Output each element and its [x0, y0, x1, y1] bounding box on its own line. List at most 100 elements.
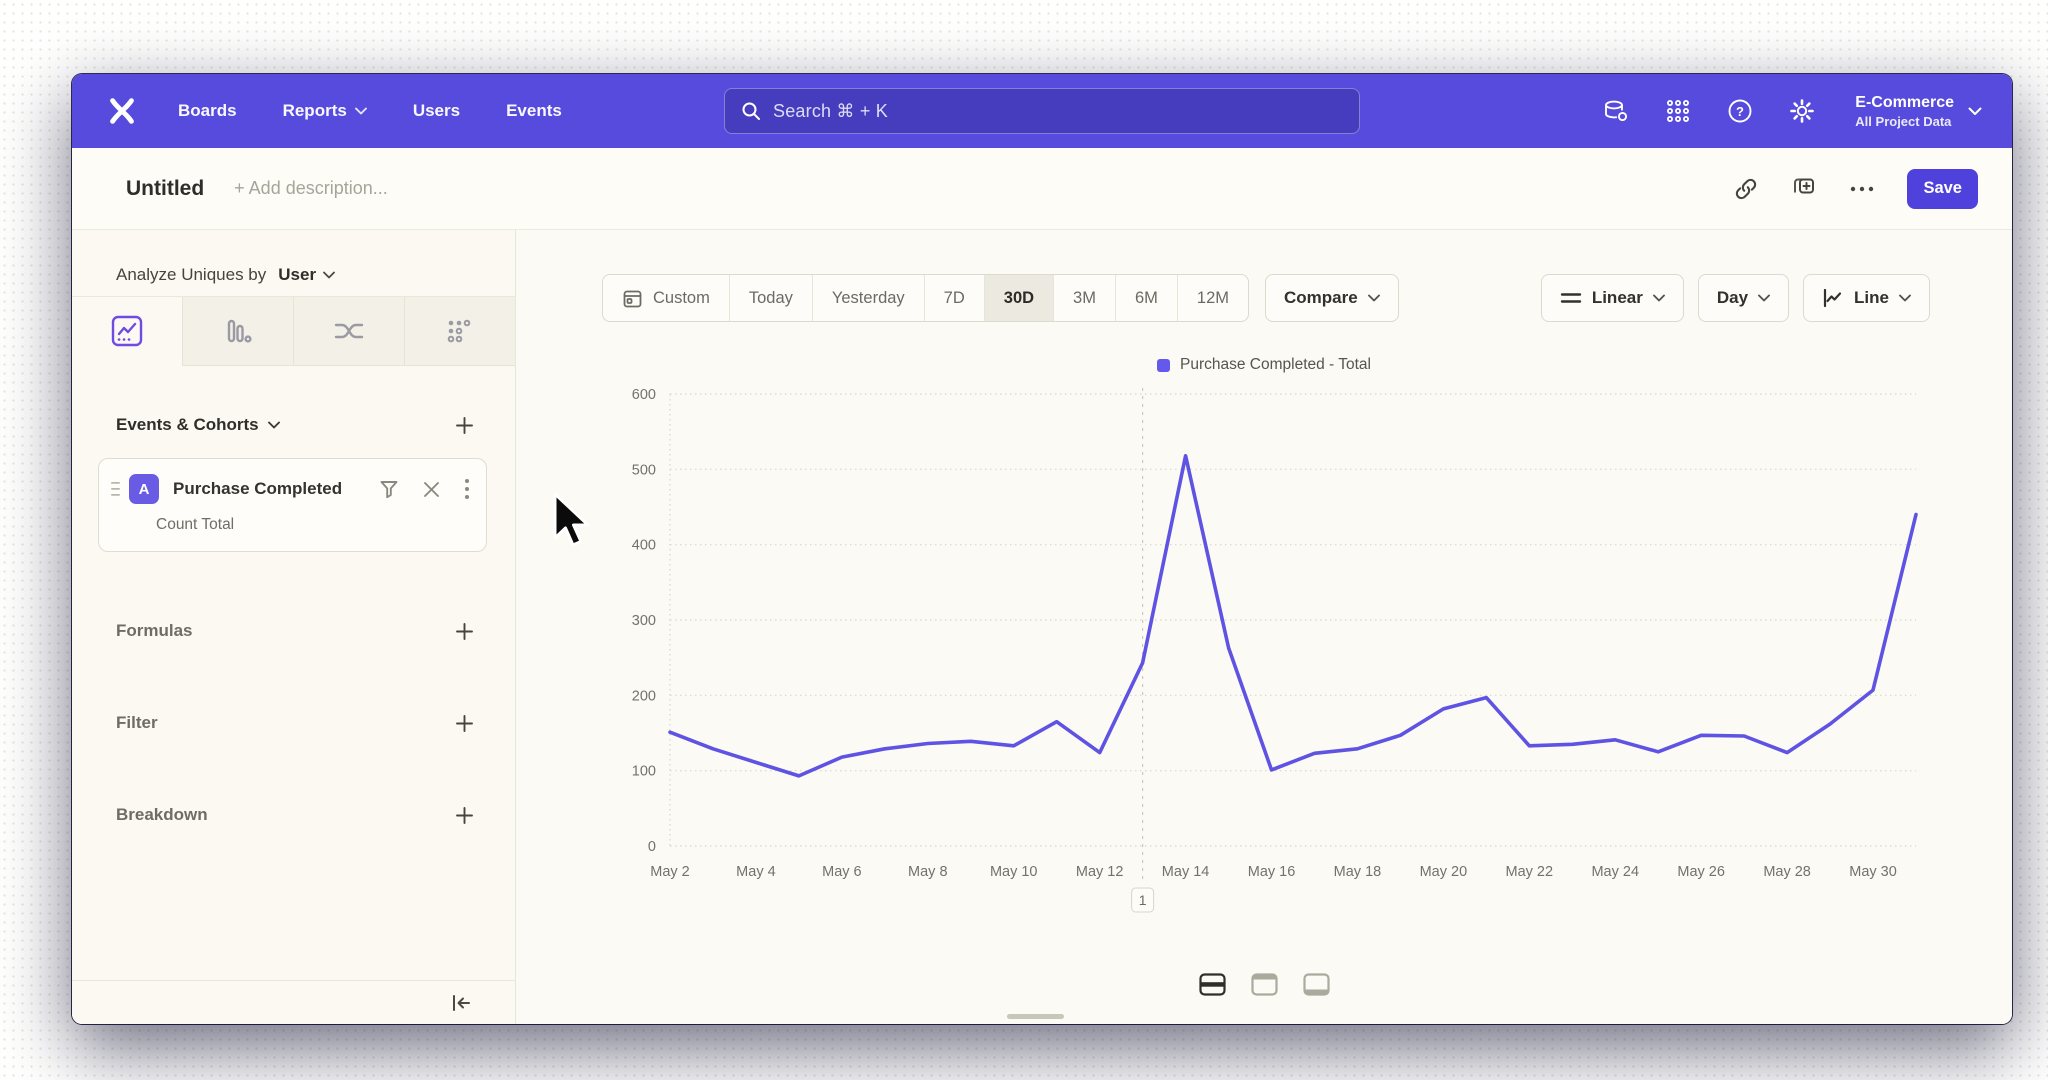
duplicate-icon[interactable] [1791, 176, 1817, 202]
collapse-sidebar-icon[interactable] [447, 989, 475, 1017]
svg-text:May 26: May 26 [1677, 864, 1725, 880]
svg-text:500: 500 [632, 462, 656, 478]
chart-legend[interactable]: Purchase Completed - Total [516, 356, 2012, 374]
svg-text:May 28: May 28 [1763, 864, 1811, 880]
add-event-button[interactable] [451, 412, 477, 438]
insights-chart[interactable]: 0 100 200 300 400 500 600 May 2 May 4 May 6 May 8 M… [616, 382, 1936, 942]
filter-label: Filter [116, 713, 158, 732]
app-window: Boards Reports Users Events Search ⌘ + K [72, 74, 2012, 1024]
date-range-group: Custom Today Yesterday 7D 30D 3M 6M 12M [602, 274, 1249, 322]
svg-text:100: 100 [632, 764, 656, 780]
add-filter-button[interactable] [451, 710, 477, 736]
horizontal-scrollbar[interactable] [1007, 1014, 1064, 1019]
events-cohorts-toggle[interactable]: Events & Cohorts [116, 415, 280, 435]
search-input[interactable]: Search ⌘ + K [724, 88, 1360, 134]
svg-text:May 10: May 10 [990, 864, 1038, 880]
nav-item-users[interactable]: Users [412, 101, 461, 120]
filter-funnel-icon[interactable] [379, 479, 399, 499]
chevron-down-icon [1968, 107, 1982, 116]
range-today[interactable]: Today [728, 275, 812, 321]
svg-text:May 30: May 30 [1849, 864, 1897, 880]
legend-label: Purchase Completed - Total [1180, 356, 1371, 373]
nav-item-reports[interactable]: Reports [283, 101, 367, 121]
svg-text:300: 300 [632, 613, 656, 629]
event-letter-badge: A [129, 474, 159, 504]
app-body: Analyze Uniques by User [72, 230, 2012, 1024]
report-type-tabs [72, 296, 515, 366]
chart-options-toolbar: Linear Day Line [1540, 274, 1930, 322]
nav-item-boards[interactable]: Boards [178, 101, 237, 120]
event-kebab-icon[interactable] [464, 478, 470, 500]
primary-nav: Boards Reports Users Events [178, 101, 562, 121]
tab-funnels[interactable] [182, 297, 293, 366]
svg-text:200: 200 [632, 688, 656, 704]
layout-top-panel-button[interactable] [1242, 964, 1286, 1004]
analyze-row: Analyze Uniques by User [72, 230, 515, 296]
svg-text:May 16: May 16 [1248, 864, 1296, 880]
svg-text:May 2: May 2 [650, 864, 690, 880]
sidebar-section-formulas: Formulas [72, 618, 515, 644]
formulas-label: Formulas [116, 621, 193, 640]
scale-selector[interactable]: Linear [1540, 274, 1684, 322]
layout-split-button[interactable] [1190, 964, 1234, 1004]
legend-swatch [1157, 358, 1170, 372]
nav-right: ? E-Commerce All Project Da [1601, 94, 1982, 129]
add-description-field[interactable]: + Add description... [234, 178, 388, 198]
event-card[interactable]: A Purchase Completed [98, 458, 487, 552]
svg-text:400: 400 [632, 538, 656, 554]
svg-text:?: ? [1736, 104, 1744, 119]
series-line[interactable] [668, 454, 1918, 778]
add-formula-button[interactable] [451, 618, 477, 644]
bar-chart-tab-icon [221, 314, 255, 348]
report-title[interactable]: Untitled [126, 176, 205, 200]
more-options-icon[interactable] [1849, 176, 1875, 202]
tab-retention[interactable] [404, 297, 515, 366]
project-selector[interactable]: E-Commerce All Project Data [1855, 94, 1982, 129]
chart-type-selector[interactable]: Line [1803, 274, 1930, 322]
add-breakdown-button[interactable] [451, 802, 477, 828]
project-name: E-Commerce [1855, 93, 1954, 111]
range-custom[interactable]: Custom [603, 275, 729, 321]
events-cohorts-header: Events & Cohorts [72, 366, 515, 438]
line-chart-icon [1822, 288, 1844, 308]
range-7d[interactable]: 7D [923, 275, 984, 321]
event-metric-selector[interactable]: Count Total [156, 516, 235, 533]
flows-tab-icon [331, 315, 367, 347]
svg-text:May 14: May 14 [1162, 864, 1210, 880]
settings-gear-icon[interactable] [1787, 96, 1817, 126]
svg-text:May 6: May 6 [822, 864, 862, 880]
chart-panel: Custom Today Yesterday 7D 30D 3M 6M 12M Compare… [516, 230, 2012, 1024]
svg-text:0: 0 [648, 839, 656, 855]
drag-handle-icon[interactable] [111, 481, 121, 497]
nav-item-events[interactable]: Events [506, 101, 562, 120]
remove-event-icon[interactable] [423, 481, 440, 498]
tab-insights[interactable] [72, 297, 182, 366]
share-link-icon[interactable] [1733, 176, 1759, 202]
apps-grid-icon[interactable] [1663, 96, 1693, 126]
save-button[interactable]: Save [1907, 168, 1978, 209]
range-3m[interactable]: 3M [1053, 275, 1115, 321]
mixpanel-logo-icon[interactable] [102, 91, 142, 131]
compare-button[interactable]: Compare [1265, 274, 1399, 322]
analyze-label: Analyze Uniques by [116, 265, 267, 284]
range-30d[interactable]: 30D [983, 275, 1054, 321]
report-header: Untitled + Add description... [72, 148, 2012, 230]
svg-text:May 24: May 24 [1591, 864, 1639, 880]
tab-flows[interactable] [293, 297, 404, 366]
project-subtitle: All Project Data [1855, 113, 1952, 129]
granularity-selector[interactable]: Day [1697, 274, 1790, 322]
layout-bottom-panel-button[interactable] [1294, 964, 1338, 1004]
help-icon[interactable]: ? [1725, 96, 1755, 126]
data-management-icon[interactable] [1601, 96, 1631, 126]
event-name[interactable]: Purchase Completed [173, 479, 343, 498]
svg-text:600: 600 [632, 387, 656, 403]
range-12m[interactable]: 12M [1176, 275, 1248, 321]
range-yesterday[interactable]: Yesterday [811, 275, 924, 321]
svg-text:May 4: May 4 [736, 864, 776, 880]
retention-tab-icon [443, 314, 477, 348]
range-6m[interactable]: 6M [1114, 275, 1177, 321]
svg-text:May 8: May 8 [908, 864, 948, 880]
analyze-uniques-by-selector[interactable]: User [278, 265, 335, 285]
annotation-badge[interactable]: 1 [1131, 887, 1155, 913]
sidebar-section-breakdown: Breakdown [72, 802, 515, 828]
